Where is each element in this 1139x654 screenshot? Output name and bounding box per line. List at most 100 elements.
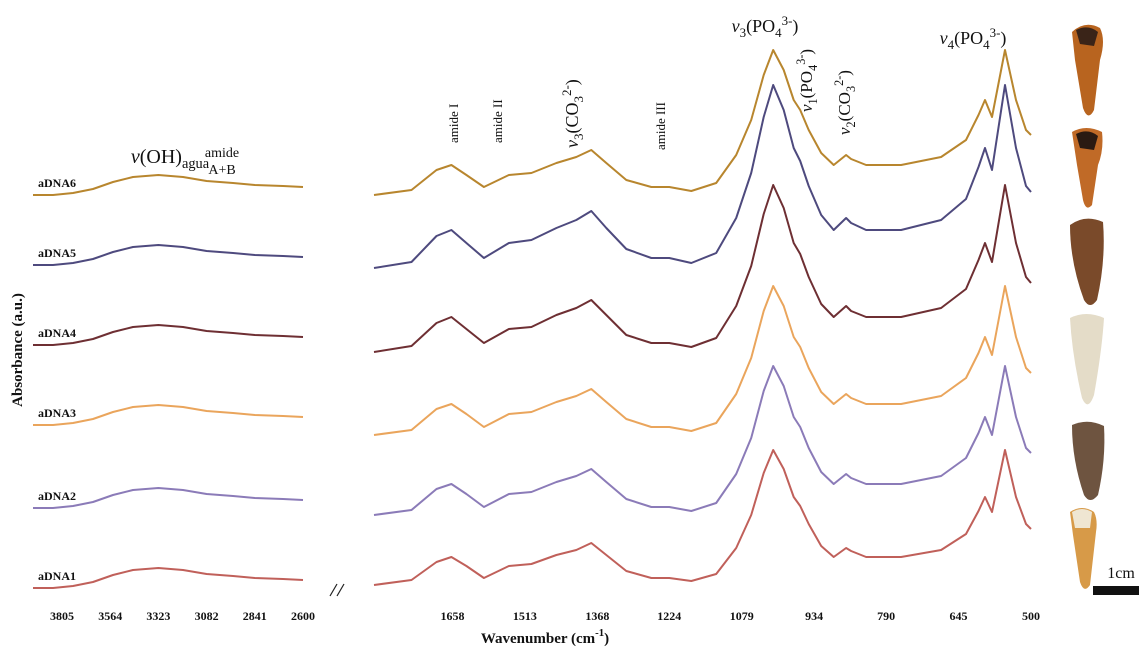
text-part: v: [940, 28, 948, 48]
annotation: amide A+B: [205, 146, 239, 178]
tooth-photo: [1070, 218, 1104, 305]
text-part: 2: [844, 121, 858, 127]
annotation: v2(CO32-): [832, 70, 858, 135]
tooth-photos: [1070, 24, 1105, 589]
series-label: aDNA2: [38, 489, 76, 503]
tooth-photo: [1070, 508, 1097, 589]
spectrum-line: [33, 487, 304, 509]
text-part: v: [797, 104, 816, 112]
x-axis-label: Wavenumber (cm-1): [481, 627, 609, 647]
break-stroke: [336, 583, 345, 597]
text-part: 4: [775, 25, 782, 40]
text-part: 3: [571, 134, 586, 140]
text-part: 4: [948, 37, 955, 52]
annotation: v1(PO43-): [794, 49, 820, 112]
text-part: Wavenumber (cm: [481, 631, 596, 647]
axis-break: [329, 583, 345, 597]
annotation: v4(PO43-): [940, 25, 1007, 52]
x-tick-label: 2841: [243, 609, 267, 623]
spectrum-line: [33, 324, 304, 346]
spectrum-line: [373, 365, 1032, 516]
text-part: v: [835, 127, 854, 135]
text-part: ): [562, 79, 583, 85]
y-axis-label: Absorbance (a.u.): [10, 293, 26, 407]
text-part: v: [562, 140, 582, 148]
series-label: aDNA1: [38, 569, 76, 583]
text-part: ): [1000, 28, 1006, 49]
text-part: 3: [844, 86, 858, 92]
text-part: 2-: [559, 85, 574, 96]
spectrum-line: [373, 184, 1032, 353]
text-part: 2-: [832, 76, 846, 86]
x-tick-label: 1658: [440, 609, 464, 623]
text-part: 3-: [782, 13, 793, 28]
spectrum-line: [373, 49, 1032, 196]
annotation: v(OH)agua: [131, 146, 210, 172]
text-part: 3-: [794, 55, 808, 65]
x-tick-label: 3082: [195, 609, 219, 623]
x-tick-label: 2600: [291, 609, 315, 623]
text-part: amide: [205, 146, 239, 161]
spectrum-line: [33, 174, 304, 196]
text-part: (CO: [835, 92, 854, 121]
spectrum-line: [33, 244, 304, 266]
text-part: amide I: [446, 104, 461, 143]
text-part: -1: [595, 627, 604, 639]
break-stroke: [329, 583, 338, 597]
x-tick-label: 1513: [513, 609, 537, 623]
tooth-photo: [1072, 421, 1105, 500]
text-part: amide II: [490, 99, 505, 143]
tooth-photo: [1072, 24, 1103, 116]
text-part: A+B: [208, 163, 235, 178]
spectrum-line: [33, 404, 304, 426]
spectrum-line: [373, 84, 1032, 269]
x-tick-label: 1368: [585, 609, 609, 623]
text-part: 4: [806, 65, 820, 71]
spectrum-line: [33, 567, 304, 589]
spectrum-line: [373, 449, 1032, 586]
annotation: amide III: [653, 102, 668, 150]
tooth-photo: [1070, 314, 1104, 405]
scale-bar-label: 1cm: [1107, 565, 1135, 582]
text-part: 1: [806, 98, 820, 104]
annotation: v3(CO32-): [559, 79, 586, 148]
text-part: amide III: [653, 102, 668, 150]
text-part: (PO: [954, 28, 983, 49]
text-part: (OH): [140, 146, 182, 168]
text-part: 3: [571, 96, 586, 102]
annotation: amide I: [446, 104, 461, 143]
scale-bar: [1093, 586, 1139, 595]
x-tick-label: 3323: [146, 609, 170, 623]
text-part: v: [732, 16, 740, 36]
x-tick-label: 1224: [657, 609, 681, 623]
text-part: ): [604, 631, 609, 647]
x-tick-label: 1079: [730, 609, 754, 623]
series-label: aDNA3: [38, 406, 76, 420]
text-part: ): [835, 70, 854, 76]
text-part: 3-: [990, 25, 1001, 40]
x-tick-label: 934: [805, 609, 823, 623]
text-part: (PO: [797, 71, 816, 98]
text-part: (PO: [746, 16, 775, 37]
annotation: v3(PO43-): [732, 13, 799, 40]
x-tick-label: 790: [877, 609, 895, 623]
tooth-photo: [1076, 131, 1098, 150]
text-part: ): [792, 16, 798, 37]
x-tick-label: 3564: [98, 609, 122, 623]
x-tick-label: 500: [1022, 609, 1040, 623]
annotation: amide II: [490, 99, 505, 143]
text-part: (CO: [562, 103, 583, 134]
tooth-photo: [1072, 128, 1103, 208]
text-part: agua: [182, 156, 210, 172]
x-tick-label: 645: [950, 609, 968, 623]
series-label: aDNA4: [38, 326, 76, 340]
x-tick-label: 3805: [50, 609, 74, 623]
tooth-photo: [1072, 509, 1092, 528]
text-part: v: [131, 146, 140, 168]
series-label: aDNA5: [38, 246, 76, 260]
series-label: aDNA6: [38, 176, 76, 190]
text-part: 3: [740, 25, 746, 40]
tooth-photo: [1076, 27, 1098, 46]
spectrum-line: [373, 285, 1032, 436]
